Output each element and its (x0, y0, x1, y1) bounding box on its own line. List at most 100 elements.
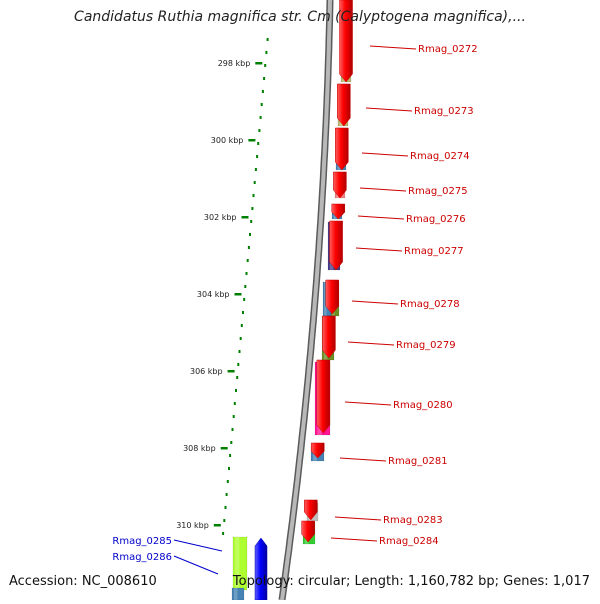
ruler-dot (232, 415, 235, 418)
scale-tick-label: 298 kbp (218, 59, 251, 68)
scale-tick-mark (255, 62, 263, 65)
gene-label: Rmag_0273 (414, 106, 474, 117)
ruler-dot (252, 194, 255, 197)
gene-label: Rmag_0284 (379, 536, 439, 547)
gene-leader-line (173, 555, 219, 575)
ruler-dot (235, 389, 237, 392)
gene-leader-line (339, 457, 387, 462)
scale-tick-label: 308 kbp (183, 444, 216, 453)
gene-leader-line (355, 247, 403, 252)
ruler-dot (264, 64, 267, 67)
gene-category-shine (233, 588, 238, 600)
gene-arrow-forward (329, 220, 343, 271)
ruler-dot (258, 129, 261, 132)
gene-arrow-forward (333, 171, 347, 199)
ruler-dot (253, 181, 256, 184)
ruler-dot (226, 480, 229, 483)
ruler-dot (266, 38, 269, 41)
gene-arrow-forward (337, 83, 351, 127)
gene-label: Rmag_0281 (388, 456, 448, 467)
ruler-dot (246, 259, 249, 262)
ruler-dot (222, 532, 225, 535)
ruler-dot (254, 168, 257, 171)
ruler-dot (263, 77, 266, 80)
gene-arrow-forward (310, 442, 325, 459)
gene-label: Rmag_0274 (410, 151, 470, 162)
topology-label: Topology: circular; Length: 1,160,782 bp… (232, 574, 590, 589)
ruler-dot (224, 506, 227, 509)
scale-tick-label: 300 kbp (211, 136, 244, 145)
gene-leader-line (173, 539, 223, 552)
ruler-dot (229, 454, 232, 457)
ruler-dot (251, 207, 254, 210)
gene-leader-line (359, 187, 407, 192)
gene-category-shine (324, 282, 327, 316)
gene-leader-line (351, 300, 399, 305)
gene-category-shine (235, 537, 240, 590)
scale-tick-mark (234, 293, 242, 296)
gene-label: Rmag_0283 (383, 515, 443, 526)
scale-tick-mark (241, 216, 249, 219)
ruler-dot (230, 441, 233, 444)
gene-leader-line (369, 45, 417, 50)
gene-leader-line (365, 107, 413, 112)
gene-arrow-forward (339, 0, 353, 83)
gene-arrow-forward (304, 499, 318, 521)
ruler-dot (245, 272, 248, 275)
scale-tick-label: 304 kbp (197, 290, 230, 299)
gene-arrow-forward (316, 359, 331, 434)
gene-label: Rmag_0279 (396, 340, 456, 351)
ruler-dot (237, 363, 240, 366)
scale-tick-mark (213, 524, 221, 527)
ruler-dot (265, 51, 268, 54)
gene-arrow-reverse (254, 537, 268, 601)
gene-label: Rmag_0275 (408, 186, 468, 197)
ruler-dot (256, 155, 259, 158)
gene-arrow-forward (325, 279, 339, 315)
ruler-dot (250, 220, 253, 223)
gene-label: Rmag_0277 (404, 246, 464, 257)
gene-arrow-forward (335, 127, 349, 171)
gene-arrow-forward (301, 520, 315, 543)
ruler-dot (238, 350, 241, 353)
gene-leader-line (344, 401, 392, 406)
gene-leader-line (347, 341, 395, 346)
ruler-dot (243, 298, 246, 301)
genome-title: Candidatus Ruthia magnifica str. Cm (Cal… (74, 9, 526, 25)
gene-leader-line (334, 516, 382, 521)
gene-label: Rmag_0272 (418, 44, 478, 55)
ruler-dot (261, 90, 264, 93)
gene-label: Rmag_0276 (406, 214, 466, 225)
ruler-dot (239, 337, 242, 340)
ruler-dot (242, 311, 244, 314)
ruler-dot (233, 402, 236, 405)
ruler-dot (225, 493, 228, 496)
ruler-dot (257, 142, 260, 145)
ruler-dot (244, 285, 247, 288)
gene-label: Rmag_0285 (112, 536, 172, 547)
gene-leader-line (357, 215, 405, 220)
scale-tick-label: 306 kbp (190, 367, 223, 376)
ruler-dot (259, 116, 262, 119)
gene-arrow-forward (331, 203, 346, 220)
ruler-dot (260, 103, 263, 106)
gene-label: Rmag_0278 (400, 299, 460, 310)
gene-leader-line (361, 152, 409, 157)
scale-tick-mark (220, 447, 228, 450)
ruler-dot (249, 233, 251, 236)
ruler-dot (228, 467, 230, 470)
gene-label: Rmag_0286 (112, 552, 172, 563)
scale-tick-label: 302 kbp (204, 213, 237, 222)
ruler-dot (240, 324, 243, 327)
gene-label: Rmag_0280 (393, 400, 453, 411)
ruler-dot (247, 246, 250, 249)
gene-leader-line (330, 537, 378, 542)
ruler-dot (223, 519, 226, 522)
gene-arrow-forward (322, 315, 336, 359)
scale-tick-mark (227, 370, 235, 373)
scale-tick-label: 310 kbp (176, 521, 209, 530)
accession-label: Accession: NC_008610 (9, 574, 157, 589)
backbone-highlight (280, 0, 332, 601)
